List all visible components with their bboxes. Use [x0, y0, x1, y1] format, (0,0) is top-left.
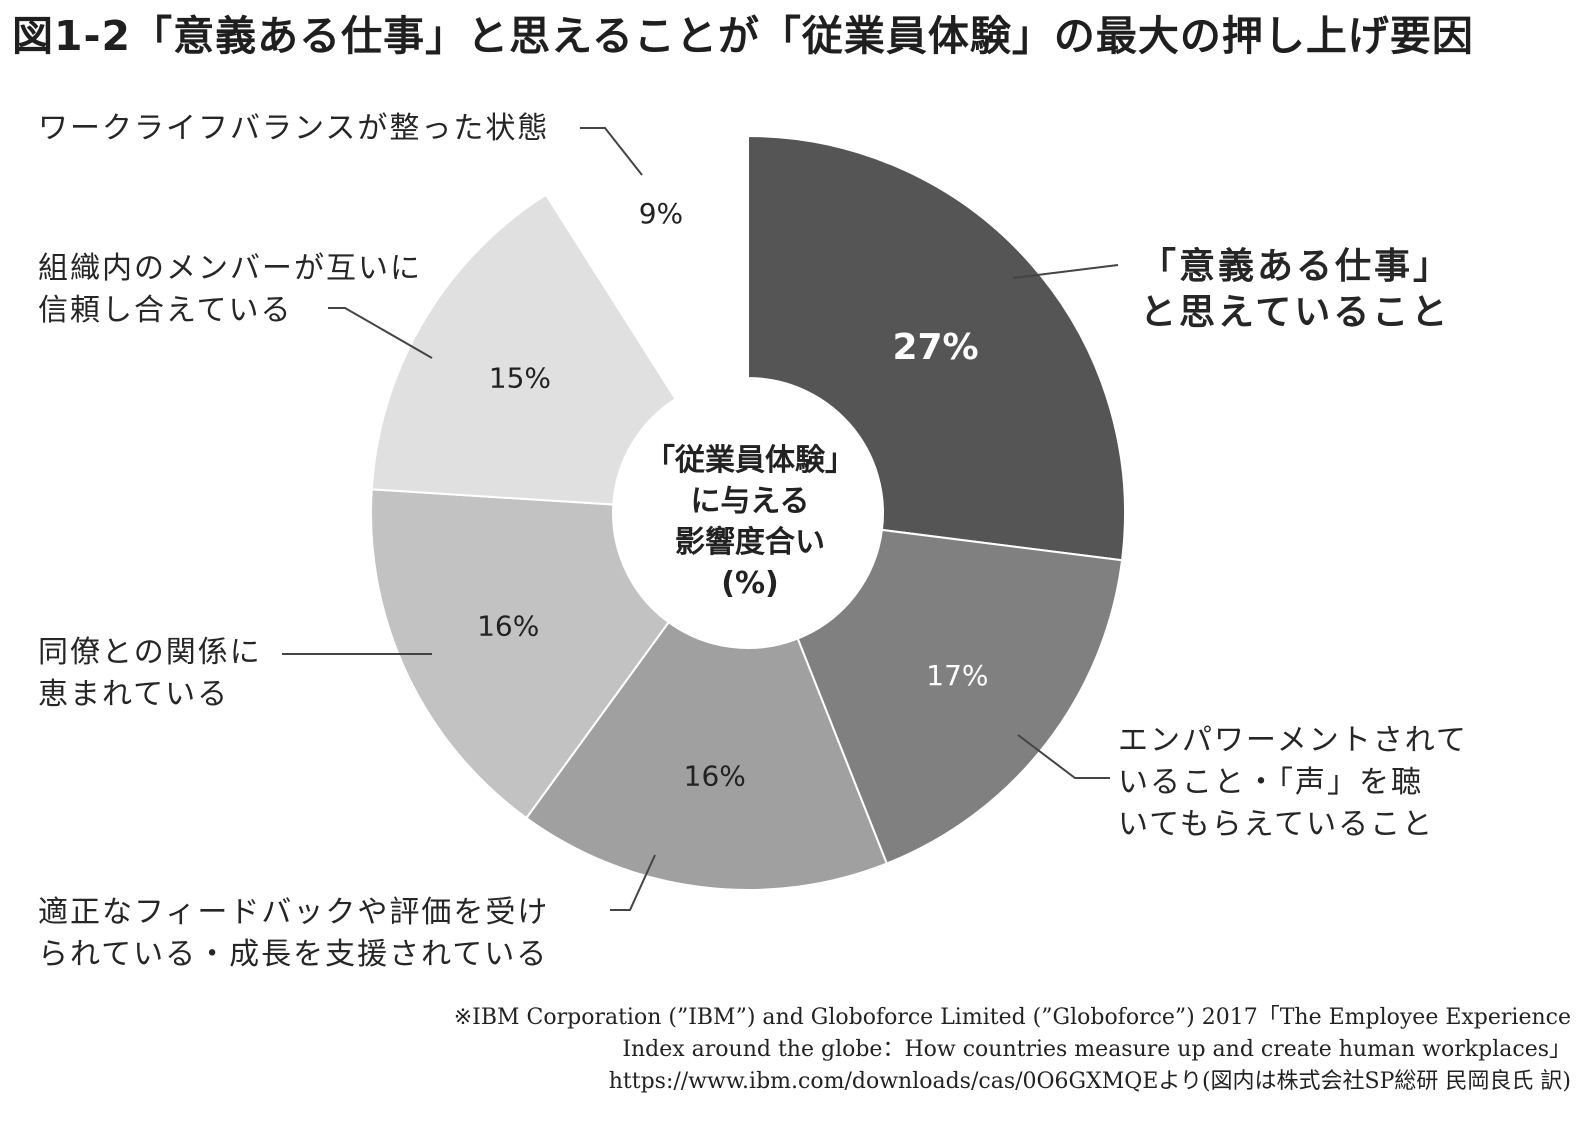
- slice-label-work-life-balance: ワークライフバランスが整った状態: [38, 111, 550, 146]
- center-label-line: に与える: [690, 484, 810, 519]
- leader-lines: [282, 127, 1119, 911]
- center-label-line: 影響度合い: [675, 525, 825, 560]
- value-label-mutual-trust: 15%: [489, 362, 551, 395]
- donut-slices: [370, 134, 1127, 891]
- slice-empowerment: [796, 528, 1124, 865]
- value-labels: 27% 17% 16% 16% 15% 9%: [477, 197, 988, 793]
- value-label-empowerment: 17%: [926, 659, 988, 692]
- source-line: ※IBM Corporation (”IBM”) and Globoforce …: [453, 1005, 1571, 1030]
- center-label-line: 「従業員体験」: [645, 443, 855, 478]
- leader-line-mutual-trust: [328, 307, 433, 359]
- source-note: ※IBM Corporation (”IBM”) and Globoforce …: [454, 1002, 1571, 1098]
- value-label-feedback-growth: 16%: [684, 759, 746, 792]
- slice-colleague-relations: [370, 488, 671, 820]
- value-label-colleague-relations: 16%: [477, 609, 539, 642]
- slice-meaningful-work: [747, 134, 1127, 562]
- leader-line-feedback-growth: [610, 854, 656, 911]
- value-label-meaningful-work: 27%: [892, 327, 978, 368]
- slice-mutual-trust: [370, 193, 678, 506]
- slice-label-feedback-growth: 適正なフィードバックや評価を受け られている・成長を支援されている: [38, 895, 550, 972]
- slice-label-empowerment: エンパワーメントされて いること・「声」を聴 いてもらえていること: [1118, 723, 1468, 842]
- value-label-work-life-balance: 9%: [639, 197, 683, 230]
- leader-line-meaningful-work: [1012, 264, 1119, 279]
- slice-label-meaningful-work: 「意義ある仕事」 と思えていること: [1140, 246, 1453, 333]
- leader-line-work-life-balance: [580, 127, 643, 176]
- chart-title: 図1-2「意義ある仕事」と思えることが「従業員体験」の最大の押し上げ要因: [12, 12, 1474, 60]
- center-label: 「従業員体験」 に与える 影響度合い (%): [640, 440, 860, 604]
- source-line: Index around the globe：How countries mea…: [622, 1037, 1571, 1062]
- slice-work-life-balance: [544, 134, 749, 401]
- source-line: https://www.ibm.com/downloads/cas/0O6GXM…: [608, 1069, 1571, 1094]
- leader-line-empowerment: [1017, 734, 1110, 779]
- slice-feedback-growth: [525, 620, 889, 891]
- slice-label-colleague-relations: 同僚との関係に 恵まれている: [38, 635, 262, 712]
- slice-label-mutual-trust: 組織内のメンバーが互いに 信頼し合えている: [38, 251, 422, 328]
- center-label-line: (%): [721, 566, 779, 601]
